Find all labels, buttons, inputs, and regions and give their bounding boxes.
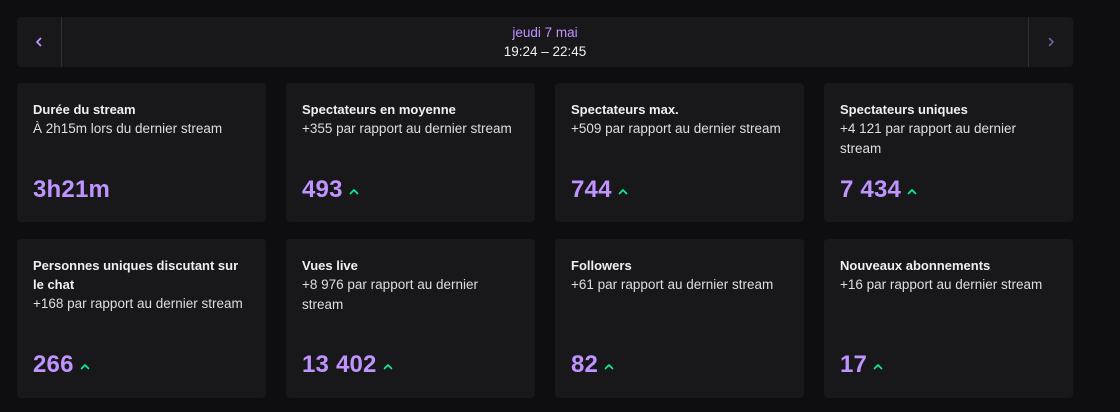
card-value: 3h21m (33, 176, 111, 203)
previous-stream-button[interactable] (17, 17, 62, 67)
stat-card-followers: Followers +61 par rapport au dernier str… (555, 239, 804, 398)
trend-up-icon (604, 363, 614, 370)
card-value: 82 (571, 351, 599, 378)
card-value-wrap: 3h21m (33, 176, 110, 204)
trend-up-icon (873, 363, 883, 370)
card-value-wrap: 13 402 (302, 351, 393, 379)
stat-card-live-views: Vues live +8 976 par rapport au dernier … (286, 239, 535, 398)
stat-card-new-subscriptions: Nouveaux abonnements +16 par rapport au … (824, 239, 1073, 398)
card-title: Spectateurs en moyenne (302, 102, 456, 117)
card-comparison: +168 par rapport au dernier stream (33, 296, 243, 311)
card-title: Spectateurs uniques (840, 102, 968, 117)
card-title: Durée du stream (33, 102, 136, 117)
stat-card-unique-viewers: Spectateurs uniques +4 121 par rapport a… (824, 83, 1073, 222)
date-navigator: jeudi 7 mai 19:24 – 22:45 (17, 17, 1073, 67)
trend-up-icon (907, 188, 917, 195)
card-value-wrap: 17 (840, 351, 883, 379)
card-value: 17 (840, 351, 868, 378)
card-value-wrap: 744 (571, 176, 628, 204)
stats-grid: Durée du stream À 2h15m lors du dernier … (17, 83, 1073, 398)
stream-date: jeudi 7 mai (512, 25, 578, 40)
chevron-left-icon (36, 37, 42, 47)
card-comparison: +509 par rapport au dernier stream (571, 121, 781, 136)
card-title: Vues live (302, 258, 358, 273)
card-value: 744 (571, 176, 612, 203)
chevron-right-icon (1048, 37, 1054, 47)
trend-up-icon (80, 363, 90, 370)
card-value: 13 402 (302, 351, 377, 378)
card-value-wrap: 493 (302, 176, 359, 204)
stat-card-stream-duration: Durée du stream À 2h15m lors du dernier … (17, 83, 266, 222)
card-value-wrap: 7 434 (840, 176, 917, 204)
card-title: Followers (571, 258, 632, 273)
trend-up-icon (349, 188, 359, 195)
card-comparison: +4 121 par rapport au dernier stream (840, 121, 1016, 156)
stat-card-unique-chatters: Personnes uniques discutant sur le chat … (17, 239, 266, 398)
card-comparison: +8 976 par rapport au dernier stream (302, 277, 478, 312)
card-title: Personnes uniques discutant sur le chat (33, 258, 239, 292)
stat-card-max-viewers: Spectateurs max. +509 par rapport au der… (555, 83, 804, 222)
card-comparison: +61 par rapport au dernier stream (571, 277, 774, 292)
card-title: Spectateurs max. (571, 102, 679, 117)
card-comparison: À 2h15m lors du dernier stream (33, 121, 223, 136)
trend-up-icon (618, 188, 628, 195)
card-value: 493 (302, 176, 343, 203)
card-value: 266 (33, 351, 74, 378)
stat-card-average-viewers: Spectateurs en moyenne +355 par rapport … (286, 83, 535, 222)
card-title: Nouveaux abonnements (840, 258, 991, 273)
card-comparison: +16 par rapport au dernier stream (840, 277, 1043, 292)
stream-time-range: 19:24 – 22:45 (503, 44, 587, 59)
card-comparison: +355 par rapport au dernier stream (302, 121, 512, 136)
card-value: 7 434 (840, 176, 902, 203)
next-stream-button[interactable] (1028, 17, 1073, 67)
trend-up-icon (383, 363, 393, 370)
card-value-wrap: 266 (33, 351, 90, 379)
card-value-wrap: 82 (571, 351, 614, 379)
date-display: jeudi 7 mai 19:24 – 22:45 (62, 17, 1028, 67)
